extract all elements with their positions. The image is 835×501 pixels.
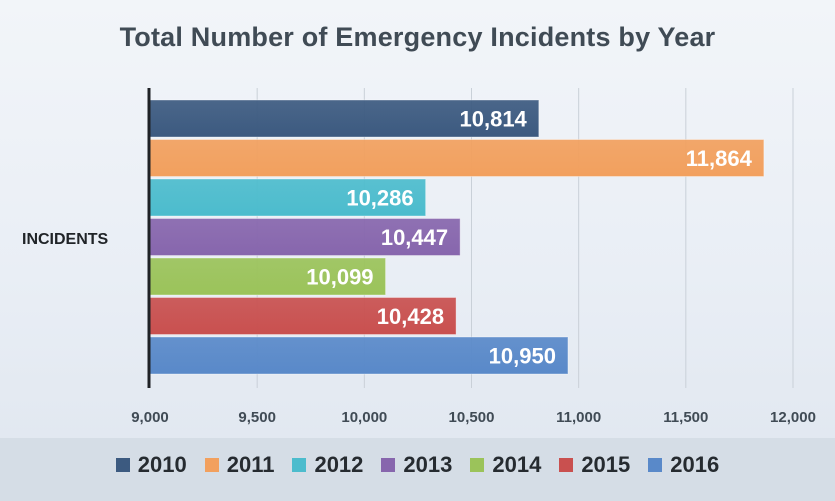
bar-value-label-2012: 10,286 bbox=[346, 186, 413, 211]
bar-2014 bbox=[149, 257, 387, 296]
legend-label: 2012 bbox=[314, 452, 364, 477]
legend-swatch bbox=[381, 458, 396, 472]
legend-swatch bbox=[292, 458, 307, 472]
legend-item-2011: 2011 bbox=[204, 452, 275, 478]
bar-value-label-2010: 10,814 bbox=[460, 107, 528, 132]
x-tick-label: 12,000 bbox=[770, 409, 816, 426]
bar-2012 bbox=[149, 178, 427, 217]
legend-item-2016: 2016 bbox=[648, 452, 719, 478]
x-tick-label: 9,000 bbox=[131, 409, 169, 426]
legend-label: 2014 bbox=[492, 452, 542, 477]
legend-swatch bbox=[470, 458, 485, 472]
legend: 2010 2011 2012 2013 2014 2015 2016 bbox=[0, 452, 835, 478]
x-tick-label: 10,500 bbox=[449, 409, 495, 426]
legend-swatch bbox=[204, 458, 219, 472]
legend-swatch bbox=[648, 458, 663, 472]
legend-item-2010: 2010 bbox=[115, 452, 187, 478]
bar-value-label-2011: 11,864 bbox=[686, 146, 753, 171]
bar-value-label-2016: 10,950 bbox=[489, 344, 556, 369]
bar-value-label-2014: 10,099 bbox=[306, 265, 373, 290]
x-tick-label: 9,500 bbox=[238, 409, 276, 426]
bar-2016 bbox=[149, 336, 569, 375]
legend-label: 2015 bbox=[581, 452, 631, 477]
legend-swatch bbox=[115, 458, 130, 472]
bar-2011 bbox=[149, 139, 765, 177]
bar-value-label-2013: 10,447 bbox=[381, 225, 448, 250]
legend-item-2015: 2015 bbox=[559, 452, 630, 478]
bar-value-label-2015: 10,428 bbox=[377, 304, 444, 329]
category-label: INCIDENTS bbox=[22, 231, 109, 248]
bar-2015 bbox=[149, 297, 457, 335]
x-tick-label: 10,000 bbox=[341, 409, 387, 426]
legend-label: 2010 bbox=[137, 452, 187, 477]
legend-item-2012: 2012 bbox=[292, 452, 363, 478]
legend-label: 2011 bbox=[226, 452, 275, 477]
legend-label: 2016 bbox=[670, 452, 720, 477]
legend-item-2014: 2014 bbox=[470, 452, 541, 478]
bar-2013 bbox=[149, 218, 461, 256]
x-tick-label: 11,000 bbox=[556, 409, 601, 426]
x-tick-label: 11,500 bbox=[663, 409, 708, 426]
chart-title: Total Number of Emergency Incidents by Y… bbox=[119, 22, 716, 52]
legend-item-2013: 2013 bbox=[381, 452, 452, 478]
legend-swatch bbox=[559, 458, 574, 472]
legend-label: 2013 bbox=[403, 452, 453, 477]
bar-2010 bbox=[149, 99, 540, 138]
legend-band bbox=[0, 438, 835, 501]
